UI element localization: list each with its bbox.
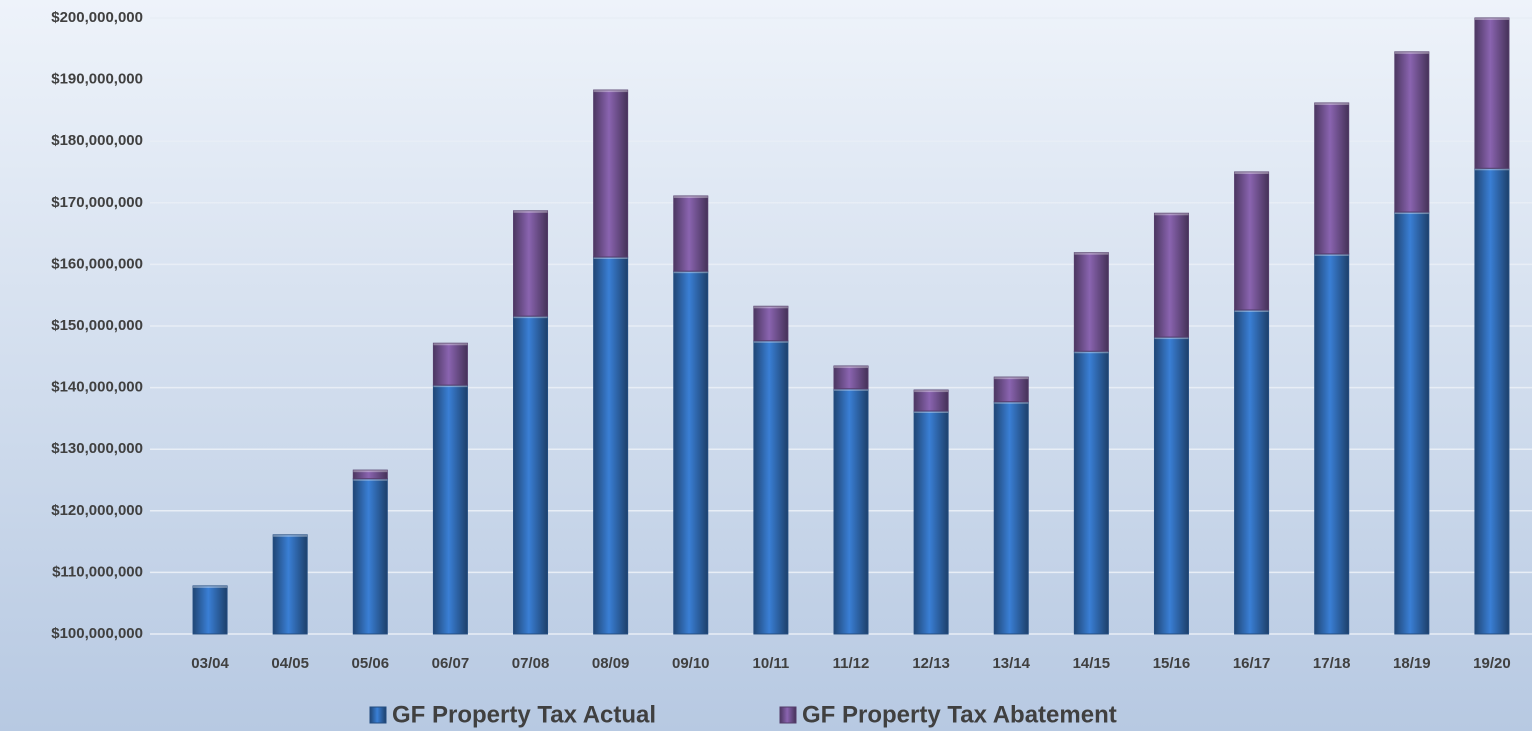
bar-cap	[1314, 253, 1349, 256]
bar-cap	[1074, 351, 1109, 354]
bar-cap	[1394, 51, 1429, 54]
bar-segment	[673, 195, 709, 272]
y-tick-label: $120,000,000	[51, 502, 143, 519]
bar-cap	[1154, 337, 1189, 340]
bar-cap	[193, 585, 228, 588]
bar-cap	[753, 340, 788, 343]
bar-segment	[513, 315, 549, 635]
y-tick-label: $190,000,000	[51, 71, 143, 88]
x-tick-label: 06/07	[432, 655, 470, 672]
bar-segment	[1153, 336, 1189, 635]
bar-segment	[993, 401, 1029, 635]
x-tick-label: 04/05	[271, 655, 309, 672]
bar-segment	[352, 469, 388, 480]
x-tick-label: 17/18	[1313, 655, 1351, 672]
bar-cap	[1234, 172, 1269, 174]
bar-segment	[593, 256, 629, 635]
y-tick-label: $160,000,000	[51, 255, 143, 272]
bar-cap	[834, 388, 868, 391]
bar-cap	[834, 366, 868, 369]
bar-cap	[593, 257, 628, 260]
bar-segment	[593, 89, 629, 258]
x-tick-label: 15/16	[1153, 655, 1191, 672]
bar-segment	[1234, 171, 1270, 311]
bar-cap	[914, 390, 949, 393]
bar-segment	[1394, 211, 1430, 635]
bar-segment	[1314, 102, 1350, 255]
bar-segment	[192, 585, 228, 635]
legend-swatch	[779, 706, 797, 724]
bar-segment	[993, 376, 1029, 403]
bar-cap	[1474, 168, 1509, 171]
bar-cap	[353, 478, 388, 481]
x-tick-label: 14/15	[1073, 655, 1111, 672]
bar-cap	[914, 411, 949, 414]
bar-cap	[673, 271, 708, 274]
x-tick-label: 08/09	[592, 655, 630, 672]
y-tick-label: $150,000,000	[51, 317, 143, 334]
y-tick-label: $170,000,000	[51, 194, 143, 211]
bar-segment	[1314, 253, 1350, 635]
bar-segment	[513, 210, 549, 317]
bar-cap	[994, 377, 1029, 380]
bar-segment	[673, 270, 709, 635]
x-tick-label: 07/08	[512, 655, 550, 672]
bar-segment	[833, 365, 869, 390]
x-tick-label: 13/14	[992, 655, 1030, 672]
y-tick-label: $100,000,000	[51, 625, 143, 642]
y-tick-label: $130,000,000	[51, 440, 143, 457]
y-tick-label: $180,000,000	[51, 132, 143, 149]
bar-cap	[1074, 252, 1109, 255]
x-tick-label: 03/04	[191, 655, 229, 672]
bar-cap	[753, 306, 788, 309]
bar-segment	[753, 340, 789, 635]
bar-segment	[1474, 17, 1510, 169]
x-tick-label: 12/13	[912, 655, 950, 672]
bar-segment	[1073, 252, 1109, 352]
x-tick-label: 16/17	[1233, 655, 1271, 672]
bar-segment	[1073, 350, 1109, 635]
y-tick-label: $110,000,000	[52, 563, 143, 580]
bar-segment	[833, 388, 869, 635]
bar-segment	[1474, 167, 1510, 635]
bar-segment	[913, 389, 949, 412]
bar-segment	[272, 534, 308, 635]
bar-cap	[353, 470, 388, 473]
y-tick-label: $200,000,000	[51, 9, 143, 26]
bar-cap	[273, 534, 308, 537]
bar-segment	[913, 410, 949, 635]
x-tick-label: 19/20	[1473, 655, 1511, 672]
bar-segment	[1234, 309, 1270, 635]
bar-cap	[513, 316, 548, 319]
bar-cap	[1314, 103, 1349, 106]
x-tick-label: 10/11	[753, 655, 790, 672]
bar-cap	[513, 210, 548, 213]
x-tick-label: 05/06	[352, 655, 390, 672]
bar-cap	[1154, 213, 1189, 216]
bar-cap	[593, 90, 628, 93]
legend-swatch	[369, 706, 387, 724]
bar-cap	[673, 196, 708, 199]
bar-segment	[753, 305, 789, 342]
bar-cap	[433, 385, 468, 388]
bar-segment	[432, 342, 468, 386]
bar-cap	[1234, 309, 1269, 312]
legend-label: GF Property Tax Actual	[392, 701, 656, 728]
x-tick-label: 09/10	[672, 655, 710, 672]
bar-cap	[1394, 212, 1429, 215]
bar-segment	[1394, 51, 1430, 213]
bar-cap	[433, 343, 468, 346]
legend-label: GF Property Tax Abatement	[802, 701, 1117, 728]
bar-segment	[352, 478, 388, 635]
bar-segment	[432, 384, 468, 635]
x-tick-label: 18/19	[1393, 655, 1431, 672]
bar-segment	[1153, 212, 1189, 338]
bar-cap	[1474, 18, 1509, 20]
x-tick-label: 11/12	[833, 655, 870, 672]
y-tick-label: $140,000,000	[51, 379, 143, 396]
bar-cap	[994, 401, 1029, 404]
